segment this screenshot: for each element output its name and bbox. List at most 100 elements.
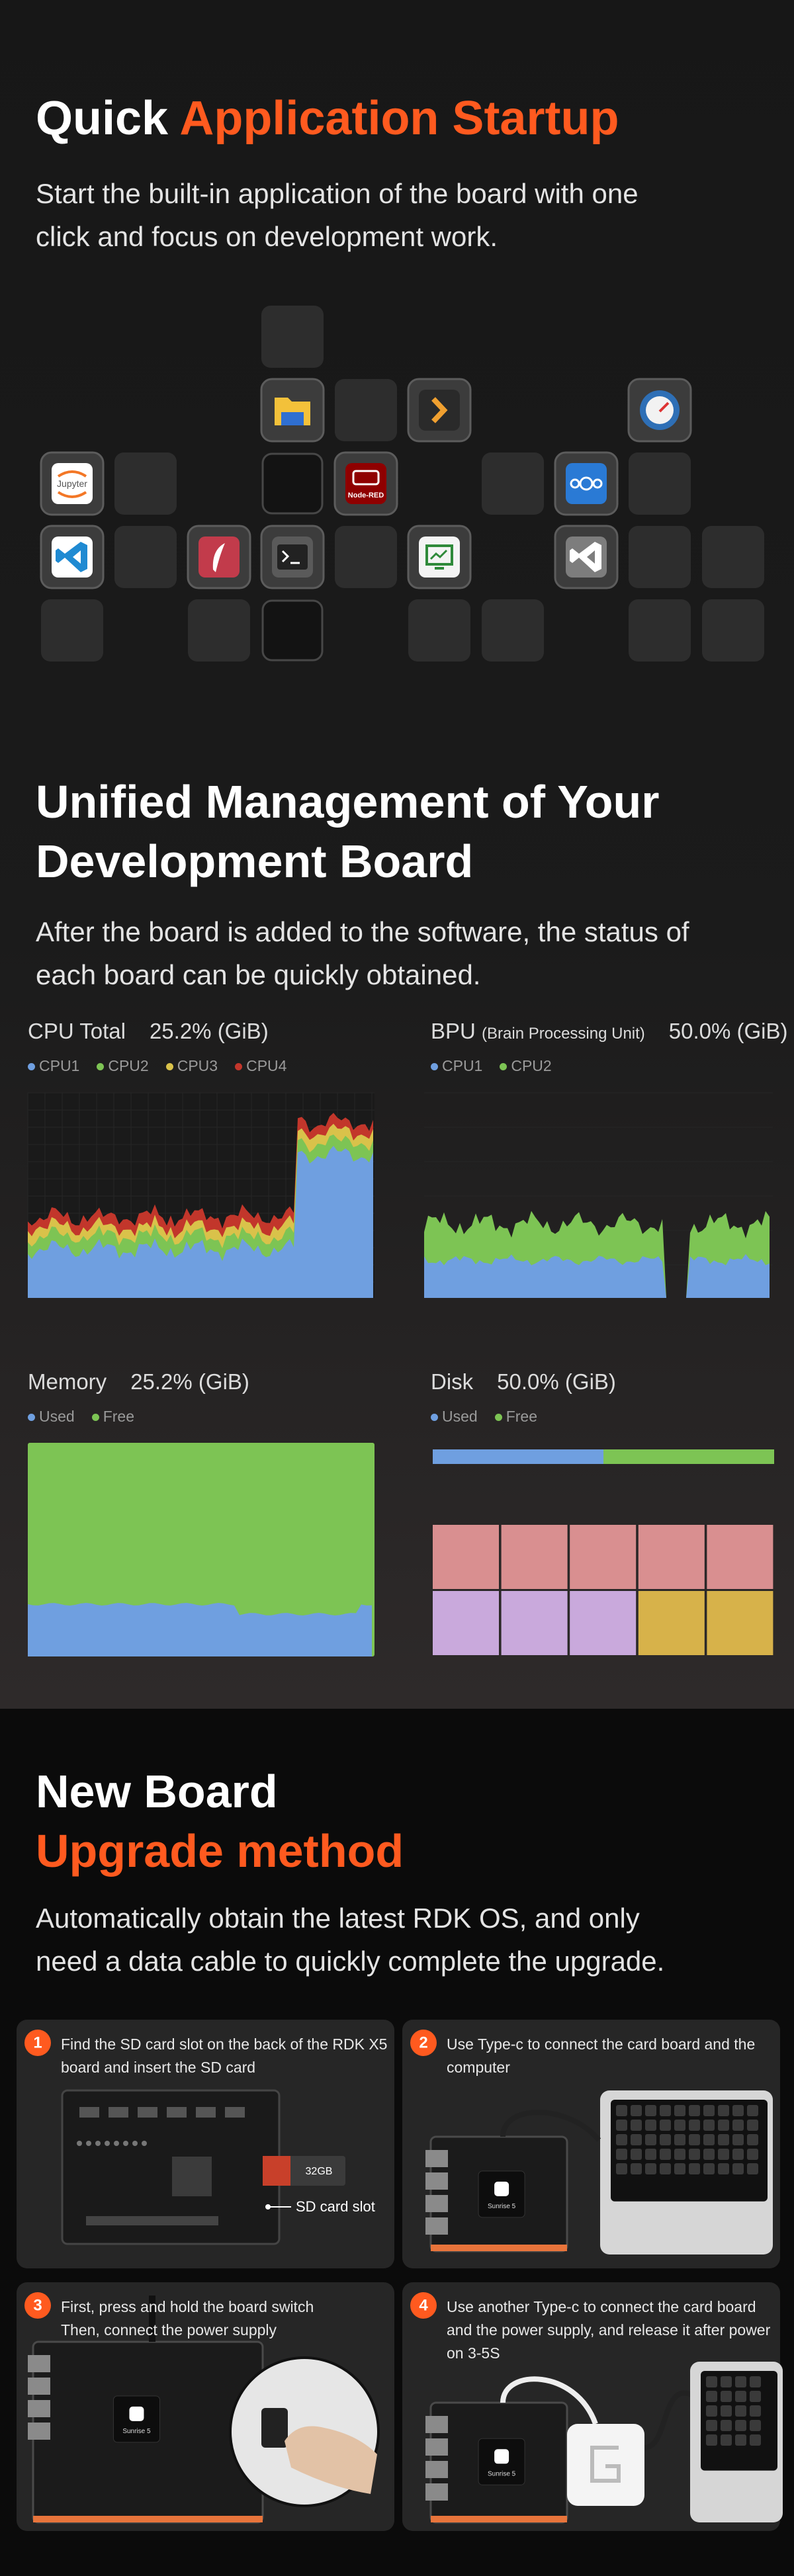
tile xyxy=(629,452,691,515)
vscode-x xyxy=(570,542,601,572)
step-line: Use Type-c to connect the card board and… xyxy=(447,2036,756,2053)
key xyxy=(616,2134,627,2145)
memory-free xyxy=(28,1443,375,1656)
legend-item: CPU4 xyxy=(235,1057,287,1074)
step-badge xyxy=(24,2292,51,2319)
key xyxy=(706,2405,717,2417)
arc xyxy=(57,491,87,498)
chip-label: Sunrise 5 xyxy=(488,2470,516,2477)
step-line: Find the SD card slot on the back of the… xyxy=(61,2036,388,2053)
key xyxy=(721,2376,732,2387)
memory-used xyxy=(28,1603,372,1656)
key xyxy=(616,2105,627,2116)
component xyxy=(167,2107,187,2118)
key xyxy=(732,2105,744,2116)
needle xyxy=(658,402,670,413)
app-icon xyxy=(640,390,680,430)
key xyxy=(732,2163,744,2174)
key xyxy=(703,2120,715,2131)
key xyxy=(689,2149,700,2160)
finger xyxy=(285,2426,377,2494)
slot-label: SD card slot xyxy=(296,2198,375,2215)
subtitle: After the board is added to the software… xyxy=(36,910,689,996)
key xyxy=(706,2391,717,2402)
panel-value: 50.0% (GiB) xyxy=(668,1019,788,1043)
port xyxy=(28,2400,50,2417)
tile xyxy=(629,526,691,588)
port xyxy=(425,2195,448,2212)
tile xyxy=(482,599,544,662)
title-accent: Application Startup xyxy=(179,92,619,145)
app-icon xyxy=(419,537,460,578)
app-label: Jupyter xyxy=(57,478,87,489)
app-icon xyxy=(275,398,310,425)
legend-dot xyxy=(494,1414,502,1422)
legend-dot xyxy=(500,1063,507,1071)
key xyxy=(616,2149,627,2160)
key xyxy=(735,2434,746,2446)
key xyxy=(747,2105,758,2116)
disk-block xyxy=(638,1591,705,1655)
key xyxy=(631,2105,642,2116)
key xyxy=(645,2105,656,2116)
legend: Used Free xyxy=(28,1408,152,1426)
key xyxy=(718,2134,729,2145)
charger-logo xyxy=(590,2446,621,2483)
step-text: First, press and hold the board switch Th… xyxy=(61,2296,314,2342)
legend-label: Free xyxy=(506,1408,537,1425)
step-number: 2 xyxy=(419,2034,427,2051)
app-icon: Node-RED xyxy=(345,463,386,504)
step-number: 4 xyxy=(419,2296,428,2314)
app-icon xyxy=(198,537,240,578)
key xyxy=(660,2105,671,2116)
legend-item: Free xyxy=(91,1408,134,1425)
key xyxy=(718,2105,729,2116)
disk-block xyxy=(570,1591,637,1655)
key xyxy=(660,2149,671,2160)
legend-label: CPU1 xyxy=(39,1057,80,1074)
tile xyxy=(261,306,324,368)
key xyxy=(750,2405,761,2417)
chip-label: Sunrise 5 xyxy=(488,2203,516,2210)
tile xyxy=(702,526,764,588)
panel-value: 25.2% (GiB) xyxy=(149,1019,269,1043)
key xyxy=(660,2163,671,2174)
step-line: and the power supply, and release it aft… xyxy=(447,2321,771,2339)
tile xyxy=(408,599,470,662)
dark-background xyxy=(0,0,794,1709)
disk-block xyxy=(433,1591,499,1655)
title-line: New Board xyxy=(36,1766,278,1817)
key xyxy=(703,2105,715,2116)
key xyxy=(735,2376,746,2387)
tile xyxy=(114,452,177,515)
prompt xyxy=(281,550,300,564)
pin xyxy=(114,2141,119,2146)
cpu-area xyxy=(28,1146,373,1298)
section-title: Quick Application Startup xyxy=(36,89,619,148)
tile xyxy=(702,599,764,662)
key xyxy=(689,2120,700,2131)
port xyxy=(425,2438,448,2456)
key xyxy=(747,2149,758,2160)
app-label: Node-RED xyxy=(348,492,384,499)
subtitle-line: After the board is added to the software… xyxy=(36,916,689,947)
key xyxy=(674,2120,685,2131)
panel-name: BPU xyxy=(431,1019,476,1043)
pointer-dot xyxy=(265,2204,271,2210)
disk-block xyxy=(570,1525,637,1589)
step-badge xyxy=(24,2030,51,2056)
app-icon xyxy=(52,537,93,578)
key xyxy=(735,2405,746,2417)
board-edge xyxy=(431,2516,567,2522)
legend-label: CPU2 xyxy=(108,1057,149,1074)
screen xyxy=(277,544,308,570)
panel-value: 25.2% (GiB) xyxy=(130,1369,249,1394)
key xyxy=(721,2420,732,2431)
subtitle-line: click and focus on development work. xyxy=(36,221,498,252)
icon-bg xyxy=(419,390,460,431)
pin xyxy=(142,2141,147,2146)
key xyxy=(747,2120,758,2131)
chip-logo xyxy=(129,2406,144,2421)
key xyxy=(750,2391,761,2402)
